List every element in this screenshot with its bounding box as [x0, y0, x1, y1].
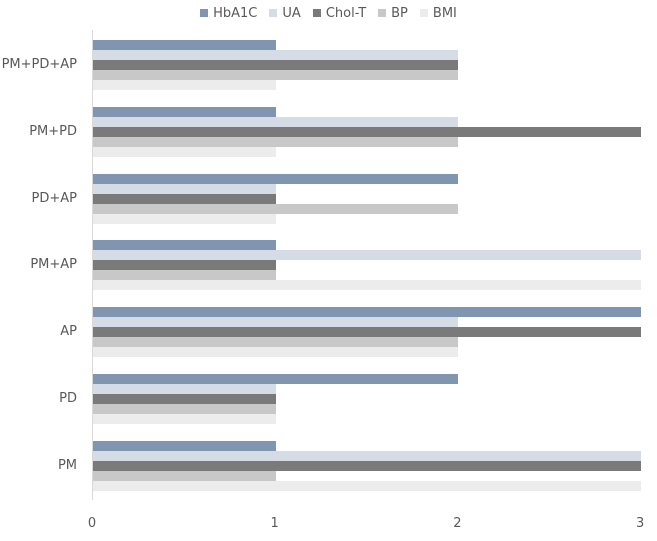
bar — [93, 116, 458, 127]
bar — [93, 173, 458, 184]
legend-item: HbA1C — [200, 6, 257, 21]
category-label: PM — [57, 457, 77, 473]
bar — [93, 40, 276, 50]
legend-label: Chol-T — [325, 5, 367, 21]
tick-label: 1 — [270, 516, 279, 531]
bar — [93, 136, 458, 147]
legend-label: UA — [282, 5, 301, 21]
bar — [93, 250, 641, 261]
bar — [93, 374, 458, 384]
bar — [93, 450, 641, 461]
bar — [93, 50, 458, 60]
bar — [93, 126, 641, 137]
bar — [93, 270, 276, 281]
bar — [93, 404, 276, 414]
bar — [93, 193, 276, 204]
bar — [93, 470, 276, 481]
bar — [93, 317, 458, 328]
bar — [93, 347, 458, 358]
bar — [93, 80, 276, 90]
bar — [93, 480, 641, 491]
bar — [93, 394, 276, 404]
bar — [93, 460, 641, 471]
bar — [93, 240, 276, 251]
bar — [93, 440, 276, 451]
bar — [93, 70, 458, 80]
bar — [93, 146, 276, 157]
category-axis-line — [92, 30, 93, 500]
bar — [93, 414, 276, 424]
category-label: PM+AP — [30, 257, 77, 273]
legend-swatch-icon — [269, 9, 278, 17]
bar — [93, 60, 458, 70]
category-label: AP — [60, 324, 77, 340]
bar — [93, 337, 458, 348]
tick-label: 2 — [453, 516, 462, 531]
legend-label: BMI — [432, 5, 457, 21]
legend-swatch-icon — [312, 9, 321, 17]
legend-swatch-icon — [419, 9, 428, 17]
tick-label: 3 — [635, 516, 645, 531]
bar — [93, 183, 276, 194]
category-label: PM+PD+AP — [1, 57, 77, 72]
legend-swatch-icon — [200, 9, 209, 17]
category-label: PD — [59, 391, 77, 406]
tick-label: 0 — [87, 516, 97, 531]
bar — [93, 384, 276, 394]
chart-legend: HbA1C UA Chol-T BP BMI — [0, 4, 657, 22]
bar — [93, 280, 641, 291]
category-label: PD+AP — [31, 190, 77, 206]
legend-label: HbA1C — [213, 5, 258, 21]
bar — [93, 327, 641, 338]
category-label: PM+PD — [29, 123, 77, 139]
bar — [93, 260, 276, 271]
bar — [93, 106, 276, 117]
legend-item: BP — [378, 6, 408, 21]
bar — [93, 307, 641, 318]
bar — [93, 203, 458, 214]
legend-item: UA — [269, 5, 301, 21]
legend-swatch-icon — [378, 9, 387, 17]
legend-item: BMI — [419, 5, 457, 21]
legend-label: BP — [391, 5, 408, 21]
bar — [93, 213, 276, 224]
legend-item: Chol-T — [312, 5, 367, 21]
